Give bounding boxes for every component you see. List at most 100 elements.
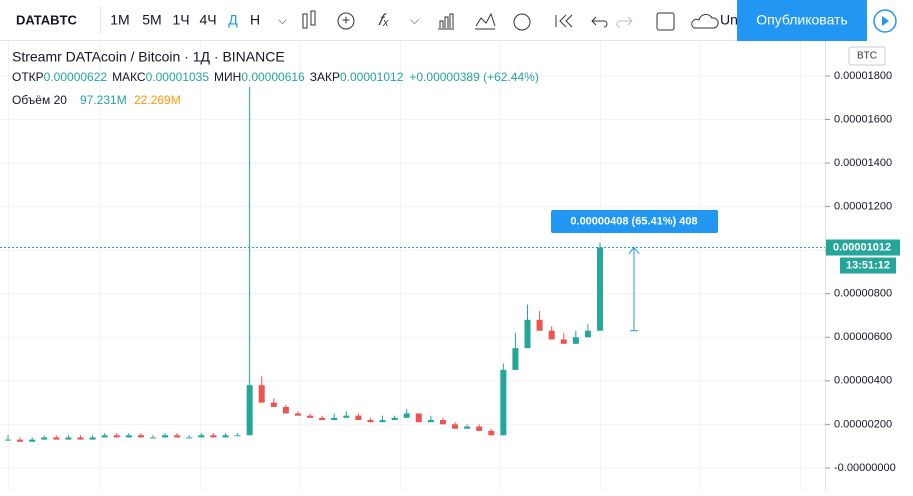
legend-title: Streamr DATAcoin / Bitcoin · 1Д · BINANC… bbox=[12, 49, 285, 65]
y-tick-label: 0.00000400 bbox=[834, 375, 892, 387]
play-icon[interactable] bbox=[882, 16, 889, 26]
candle-body bbox=[258, 385, 265, 403]
measure-label: 0.00000408 (65.41%) 408 bbox=[570, 215, 697, 227]
add-icon[interactable]: + bbox=[342, 12, 350, 28]
y-tick-label: 0.00000800 bbox=[834, 288, 892, 300]
candle-body bbox=[439, 420, 446, 425]
candle-icon[interactable] bbox=[310, 10, 316, 26]
candle-body bbox=[270, 402, 277, 407]
candle-body bbox=[41, 437, 48, 440]
candle-body bbox=[584, 330, 591, 338]
candle-body bbox=[572, 337, 579, 344]
volume-ma: 22.269M bbox=[134, 93, 181, 107]
candle-body bbox=[294, 413, 301, 416]
publish-button[interactable] bbox=[737, 0, 867, 41]
legend-low: 0.00000616 bbox=[241, 70, 305, 84]
candle-body bbox=[101, 435, 108, 438]
candle-body bbox=[331, 417, 338, 421]
y-tick-label: 0.00001400 bbox=[834, 157, 892, 169]
legend-low-label: МИН bbox=[214, 70, 241, 84]
y-tick-label: 0.00001800 bbox=[834, 70, 892, 82]
candle-body bbox=[488, 430, 495, 436]
candle-body bbox=[174, 435, 181, 438]
legend-close: 0.00001012 bbox=[340, 70, 404, 84]
save-label[interactable]: Un bbox=[720, 12, 738, 28]
chevron[interactable]: ⌵ bbox=[410, 13, 419, 27]
candle-body bbox=[548, 330, 555, 340]
currency: BTC bbox=[857, 51, 877, 62]
candle-body bbox=[234, 435, 241, 437]
candle-body bbox=[367, 420, 374, 423]
candle-body bbox=[113, 435, 120, 438]
play-button[interactable] bbox=[873, 9, 897, 33]
publish-label[interactable]: Опубликовать bbox=[756, 12, 848, 28]
candle-body bbox=[476, 426, 483, 431]
chevron[interactable]: ⌵ bbox=[278, 13, 287, 27]
candle-body bbox=[403, 413, 410, 418]
fullscreen-icon[interactable] bbox=[656, 12, 675, 31]
volume-label: Объём 20 bbox=[12, 93, 67, 107]
candle-body bbox=[77, 437, 84, 440]
candle-body bbox=[89, 437, 96, 440]
template-icon[interactable] bbox=[475, 12, 496, 30]
interval[interactable]: 5М bbox=[142, 12, 161, 28]
candle-icon[interactable] bbox=[302, 13, 308, 29]
candle-body bbox=[536, 319, 543, 331]
candle-body bbox=[65, 437, 72, 440]
y-tick-label: 0.00000600 bbox=[834, 331, 892, 343]
y-tick-label: 0.00001200 bbox=[834, 200, 892, 212]
countdown: 13:51:12 bbox=[846, 259, 890, 271]
candle-body bbox=[5, 439, 11, 441]
candle-body bbox=[391, 417, 398, 421]
redo-icon[interactable] bbox=[616, 16, 633, 28]
candle-body bbox=[355, 415, 362, 421]
candle-body bbox=[512, 348, 519, 370]
legend-change: +0.00000389 (+62.44%) bbox=[409, 70, 538, 84]
compare-icon[interactable] bbox=[438, 13, 454, 30]
undo-icon[interactable] bbox=[591, 16, 608, 28]
candle-body bbox=[29, 439, 36, 442]
interval[interactable]: Н bbox=[250, 12, 260, 28]
cloud-icon[interactable] bbox=[691, 13, 719, 29]
measure-arrow-head bbox=[628, 246, 640, 254]
candle-body bbox=[415, 413, 422, 423]
candle-body bbox=[452, 424, 459, 429]
y-tick-label: 0.00000200 bbox=[834, 418, 892, 430]
candle-body bbox=[222, 435, 229, 438]
candle-body bbox=[210, 435, 217, 438]
candle-body bbox=[125, 435, 132, 438]
interval[interactable]: 4Ч bbox=[199, 12, 216, 28]
alert-icon[interactable] bbox=[513, 13, 531, 31]
candle-body bbox=[500, 369, 507, 436]
y-tick-label: -0.00000000 bbox=[834, 462, 896, 474]
candle-body bbox=[198, 435, 205, 438]
candle-body bbox=[560, 339, 567, 344]
y-tick-label: 0.00001600 bbox=[834, 113, 892, 125]
replay-icon[interactable] bbox=[555, 14, 573, 28]
add-icon[interactable] bbox=[337, 12, 355, 30]
legend-open: 0.00000622 bbox=[44, 70, 108, 84]
interval[interactable]: 1М bbox=[110, 12, 129, 28]
volume-value: 97.231M bbox=[80, 93, 127, 107]
candle-body bbox=[53, 437, 60, 440]
measure-box bbox=[551, 210, 718, 233]
interval[interactable]: 1Ч bbox=[172, 12, 189, 28]
candle-body bbox=[319, 417, 326, 421]
currency-box bbox=[848, 46, 886, 66]
candle-body bbox=[17, 439, 24, 442]
indicators-icon[interactable]: 𝑓ₓ bbox=[378, 12, 389, 29]
symbol[interactable]: DATABTC bbox=[16, 12, 78, 27]
candle-body bbox=[343, 415, 350, 418]
candle-body bbox=[149, 437, 156, 439]
last-price-label: 0.00001012 bbox=[833, 241, 891, 253]
legend-high: 0.00001035 bbox=[146, 70, 210, 84]
countdown-box bbox=[840, 257, 896, 274]
candle-body bbox=[597, 247, 603, 331]
interval[interactable]: Д bbox=[228, 12, 238, 28]
legend-open-label: ОТКР bbox=[12, 70, 44, 84]
legend-close-label: ЗАКР bbox=[310, 70, 340, 84]
candle-body bbox=[427, 420, 434, 423]
candle-body bbox=[186, 437, 193, 439]
candle-body bbox=[307, 415, 314, 418]
